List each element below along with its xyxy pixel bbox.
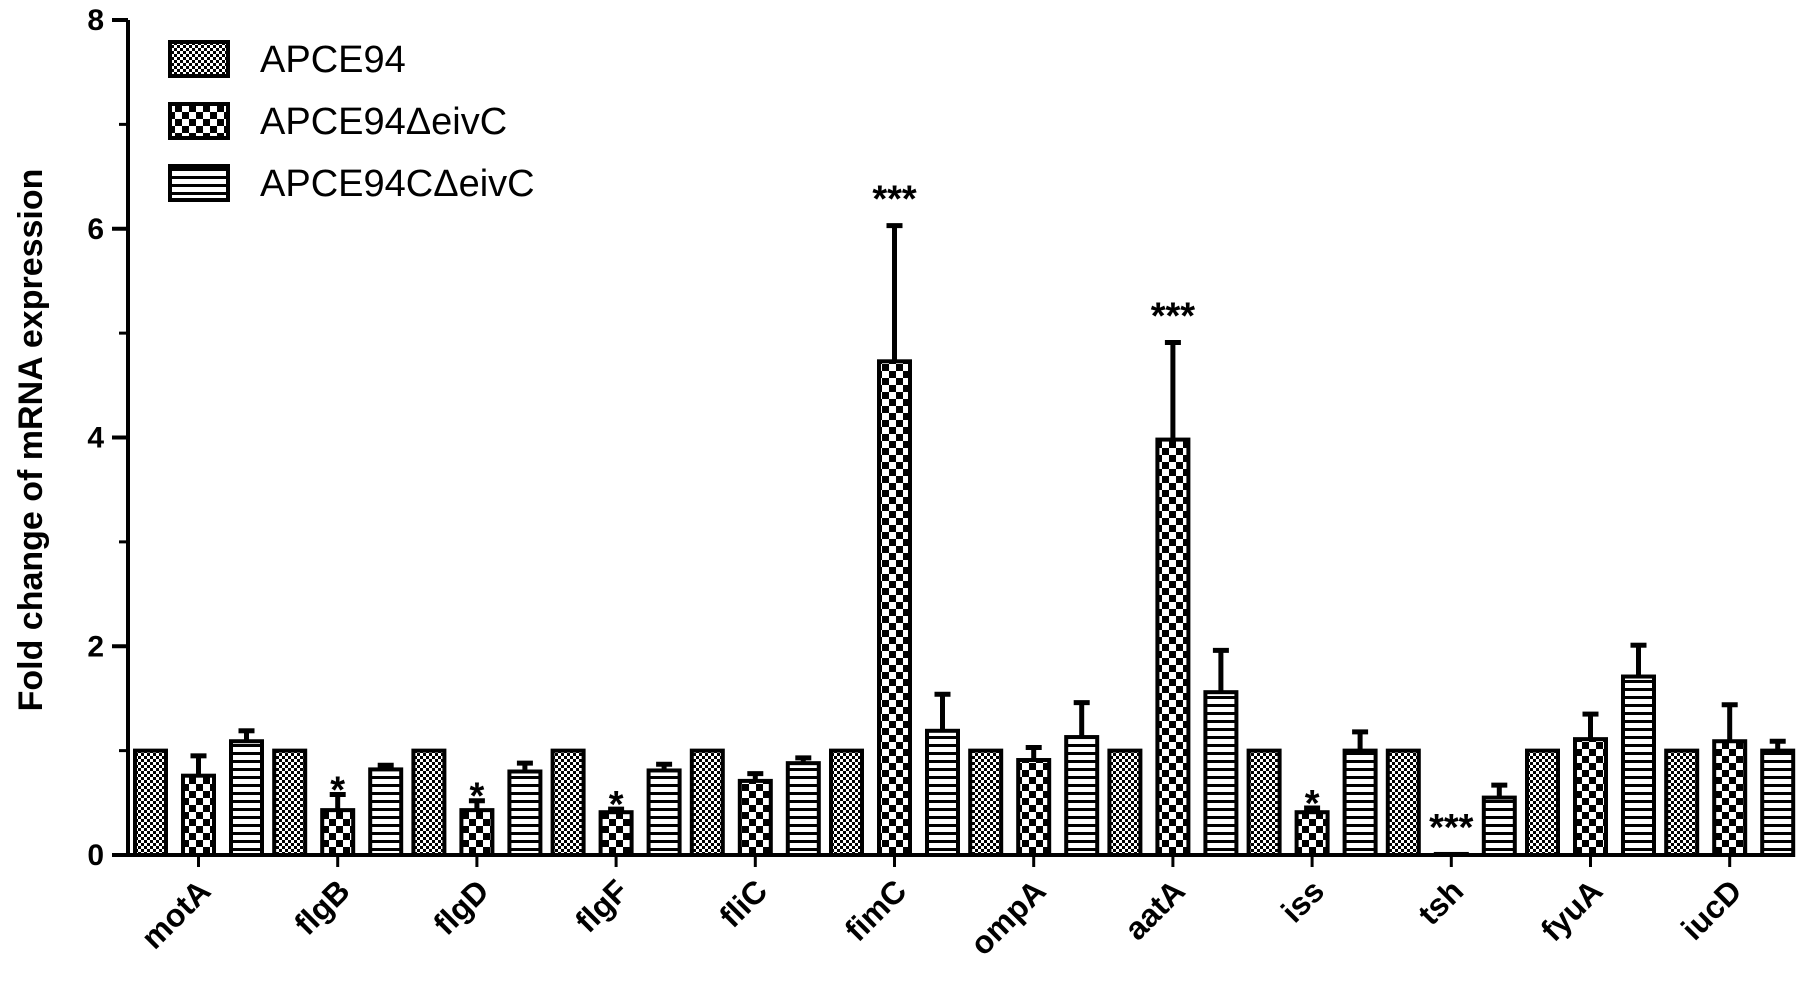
bar-fliC-series-2 [737,778,773,857]
legend-label-series-1: APCE94 [260,39,406,81]
bar-aatA-series-1 [1107,748,1143,857]
y-tick-label: 2 [87,630,104,663]
bar-fyuA-series-1 [1525,748,1560,857]
bar-fimC-series-1 [829,748,864,857]
bar-fliC-series-3 [785,761,821,858]
legend-swatch-series-3 [168,164,230,202]
x-tick-label-fimC: fimC [838,872,914,948]
x-tick-label-flgB: flgB [287,872,356,941]
x-tick-label-iucD: iucD [1674,872,1748,946]
bar-tsh-series-2 [1433,851,1469,857]
bar-flgD-series-2 [459,808,495,858]
bar-iss-series-1 [1246,748,1282,857]
y-axis-label: Fold change of mRNA expression [12,169,50,712]
significance-flgD: * [470,776,485,818]
legend-label-series-2: APCE94ΔeivC [260,101,507,143]
bar-aatA-series-2 [1155,437,1191,857]
y-tick-label: 8 [87,4,104,37]
x-tick-label-flgD: flgD [426,872,495,941]
bar-fyuA-series-3 [1621,674,1656,857]
significance-fimC: *** [872,179,917,221]
bar-iucD-series-2 [1712,739,1748,858]
significance-annotations: * * *********** [330,179,1473,849]
bar-flgF-series-3 [646,768,682,857]
bar-iucD-series-1 [1664,748,1700,857]
x-tick-label-fyuA: fyuA [1534,872,1610,948]
bar-fimC-series-3 [925,728,960,858]
x-tick-label-iss: iss [1274,872,1331,929]
bar-motA-series-1 [133,748,168,857]
error-bars [190,223,1786,813]
bar-flgB-series-1 [272,748,308,857]
x-tick-labels: motA flgB flgD flgF fliC fimC ompA aatA iss tsh fy… [134,872,1748,962]
bar-ompA-series-1 [968,748,1004,857]
significance-tsh: *** [1429,807,1474,849]
x-tick-label-aatA: aatA [1117,872,1192,947]
x-tick-label-motA: motA [134,872,217,955]
bar-tsh-series-3 [1481,795,1517,857]
x-tick-label-fliC: fliC [712,872,774,934]
bar-flgD-series-1 [411,748,447,857]
bar-flgB-series-2 [320,808,356,858]
legend-swatch-series-2 [168,102,230,140]
bar-aatA-series-3 [1203,690,1239,857]
bar-tsh-series-1 [1385,748,1421,857]
y-tick-label: 4 [87,422,104,455]
bar-iucD-series-3 [1760,748,1796,857]
legend-label-series-3: APCE94CΔeivC [260,163,535,205]
bar-fimC-series-2 [877,359,912,857]
bar-flgB-series-3 [368,767,404,857]
significance-flgF: * [609,784,624,826]
significance-flgB: * [330,769,345,811]
legend-swatch-series-1 [168,40,230,78]
x-tick-label-tsh: tsh [1411,872,1470,931]
bar-fliC-series-1 [689,748,725,857]
bar-motA-series-3 [229,739,264,858]
bar-fyuA-series-2 [1573,737,1608,857]
bar-ompA-series-2 [1016,758,1052,857]
bar-flgF-series-1 [550,748,586,857]
y-tick-label: 6 [87,213,104,246]
legend: APCE94 APCE94ΔeivC APCE94CΔeivC [168,39,535,205]
y-tick-label: 0 [87,839,104,872]
bar-flgD-series-3 [507,769,543,857]
significance-aatA: *** [1151,296,1196,338]
significance-iss: * [1305,783,1320,825]
bar-ompA-series-3 [1064,735,1100,858]
bars [133,359,1796,858]
x-tick-label-ompA: ompA [963,872,1053,962]
x-tick-label-flgF: flgF [568,872,635,939]
bar-iss-series-3 [1342,748,1378,857]
bar-motA-series-2 [181,773,216,857]
